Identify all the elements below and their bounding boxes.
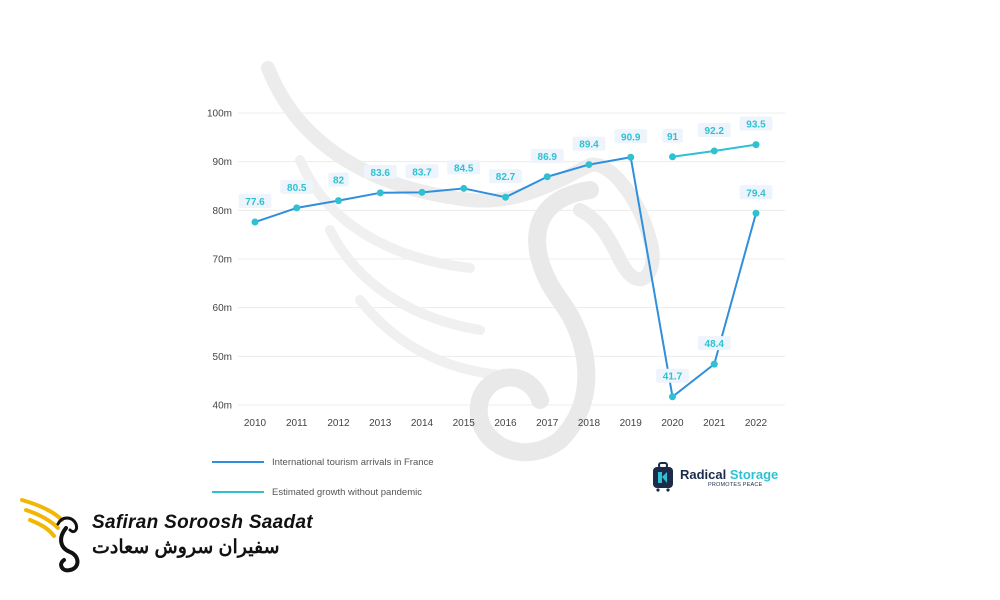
data-label-bg bbox=[405, 164, 439, 179]
data-label-bg bbox=[530, 148, 564, 163]
data-label: 82.7 bbox=[496, 172, 516, 183]
series-points bbox=[251, 141, 760, 401]
brand-name-part1: Radical bbox=[680, 466, 730, 482]
data-label-bg bbox=[280, 179, 314, 194]
data-label: 84.5 bbox=[454, 163, 474, 174]
x-tick-label: 2013 bbox=[369, 418, 392, 429]
y-tick-label: 80m bbox=[213, 206, 232, 217]
series-point bbox=[669, 393, 676, 401]
radical-storage-brand: Radical Storage PROMOTES PEACE bbox=[652, 462, 778, 492]
y-tick-label: 90m bbox=[213, 157, 232, 168]
series-point bbox=[251, 218, 259, 226]
legend-label-arrivals: International tourism arrivals in France bbox=[272, 456, 434, 468]
x-tick-label: 2012 bbox=[327, 418, 350, 429]
x-tick-label: 2014 bbox=[411, 418, 434, 429]
y-tick-label: 40m bbox=[213, 401, 232, 412]
golden-wing-swan-icon bbox=[20, 498, 80, 573]
x-axis-ticks: 2010 2011 2012 2013 2014 2015 2016 2017 2018 2019… bbox=[244, 418, 768, 429]
data-label-bg bbox=[656, 368, 689, 383]
legend-label-estimated: Estimated growth without pandemic bbox=[272, 486, 422, 498]
legend-item-estimated: Estimated growth without pandemic bbox=[212, 485, 434, 499]
series-point bbox=[335, 197, 342, 205]
data-label-bg bbox=[328, 172, 349, 187]
data-label-bg bbox=[489, 169, 522, 184]
y-tick-label: 50m bbox=[213, 352, 232, 363]
series-point bbox=[460, 184, 468, 192]
logo-text-fa: سفیران سروش سعادت bbox=[92, 536, 280, 558]
x-tick-label: 2015 bbox=[453, 418, 476, 429]
data-label: 90.9 bbox=[621, 132, 641, 143]
data-label: 86.9 bbox=[538, 152, 558, 163]
data-label-bg bbox=[739, 185, 773, 200]
data-label: 93.5 bbox=[746, 120, 766, 131]
data-label: 91 bbox=[667, 132, 679, 143]
wing-swan-watermark-icon bbox=[261, 61, 660, 462]
x-tick-label: 2018 bbox=[578, 418, 601, 429]
data-label: 82 bbox=[333, 176, 345, 187]
data-label: 48.4 bbox=[705, 339, 725, 350]
x-tick-label: 2022 bbox=[745, 418, 768, 429]
series-point bbox=[627, 153, 635, 161]
series-point bbox=[710, 147, 718, 155]
data-label: 83.6 bbox=[371, 168, 391, 179]
series-point bbox=[585, 161, 593, 169]
grid-lines bbox=[238, 112, 785, 406]
data-label-bg bbox=[363, 164, 397, 179]
data-label: 77.6 bbox=[245, 197, 265, 208]
data-label-bg bbox=[662, 128, 683, 143]
data-label-bg bbox=[697, 122, 731, 137]
data-label-bg bbox=[614, 129, 648, 144]
brand-name-part2: Storage bbox=[729, 466, 779, 482]
brand-tagline: PROMOTES PEACE bbox=[708, 481, 763, 488]
x-tick-label: 2020 bbox=[661, 418, 684, 429]
y-tick-label: 60m bbox=[213, 303, 232, 314]
legend-swatch-estimated bbox=[212, 491, 264, 493]
series-point bbox=[376, 189, 384, 197]
y-tick-label: 100m bbox=[207, 109, 232, 120]
legend-swatch-arrivals bbox=[212, 461, 264, 463]
series-point bbox=[543, 173, 551, 181]
x-tick-label: 2019 bbox=[620, 418, 643, 429]
data-label-bg bbox=[447, 160, 481, 175]
x-tick-label: 2016 bbox=[494, 418, 517, 429]
data-label: 83.7 bbox=[412, 167, 432, 178]
luggage-icon bbox=[653, 462, 673, 492]
data-label: 80.5 bbox=[287, 183, 307, 194]
data-label: 79.4 bbox=[746, 188, 766, 199]
data-label: 92.2 bbox=[705, 126, 725, 137]
data-labels: 77.6 80.5 82 83.6 83.7 84.5 82.7 86.9 89.4 90.9 91… bbox=[238, 116, 773, 383]
y-tick-label: 70m bbox=[213, 255, 232, 266]
data-label-bg bbox=[697, 336, 731, 351]
series-point bbox=[710, 360, 718, 368]
series-point bbox=[502, 193, 509, 201]
safiran-logo: Safiran Soroosh Saadat سفیران سروش سعادت bbox=[18, 494, 313, 576]
x-tick-label: 2021 bbox=[703, 418, 726, 429]
data-label: 89.4 bbox=[579, 140, 599, 151]
data-label: 41.7 bbox=[663, 372, 683, 383]
series-point bbox=[669, 153, 676, 161]
logo-text-en: Safiran Soroosh Saadat bbox=[92, 511, 313, 533]
legend: International tourism arrivals in France… bbox=[212, 455, 434, 515]
series-point bbox=[293, 204, 301, 212]
x-tick-label: 2017 bbox=[536, 418, 559, 429]
series-point bbox=[418, 188, 426, 196]
series-point bbox=[752, 141, 760, 149]
brand-name: Radical Storage bbox=[680, 467, 778, 482]
x-tick-label: 2010 bbox=[244, 418, 267, 429]
data-label-bg bbox=[739, 116, 773, 131]
data-label-bg bbox=[238, 194, 272, 209]
series-point bbox=[752, 209, 760, 217]
y-axis-ticks: 40m 50m 60m 70m 80m 90m 100m bbox=[207, 109, 232, 412]
legend-item-arrivals: International tourism arrivals in France bbox=[212, 455, 434, 469]
data-label-bg bbox=[572, 136, 606, 151]
x-tick-label: 2011 bbox=[286, 418, 308, 429]
